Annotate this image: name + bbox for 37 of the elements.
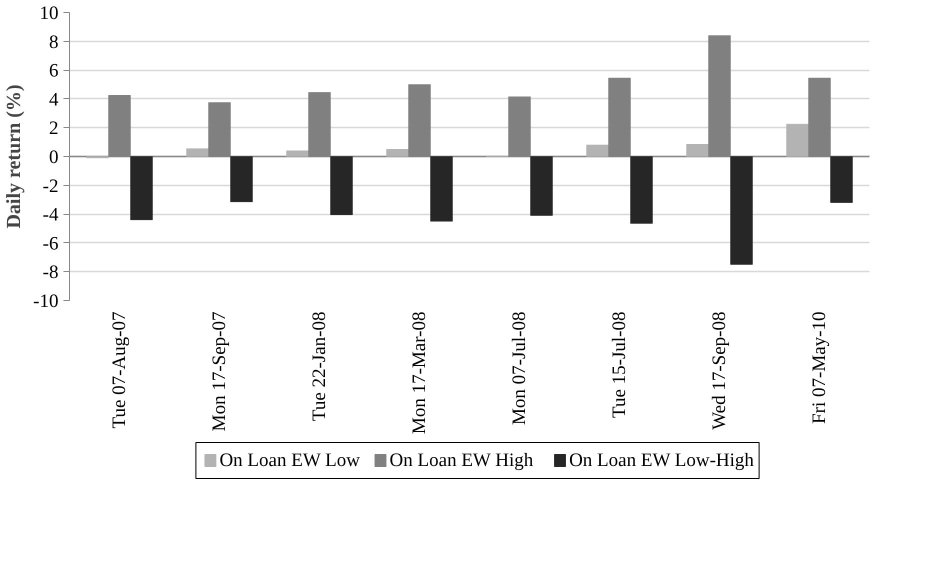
bar [330, 156, 353, 216]
bar [430, 156, 453, 222]
y-tick-label: -10 [33, 291, 58, 312]
x-tick-label: Mon 17-Sep-07 [209, 311, 230, 432]
bar [186, 148, 209, 157]
x-tick-label: Tue 15-Jul-08 [609, 311, 630, 418]
y-tick-label: 4 [49, 89, 59, 110]
bar [130, 156, 153, 220]
bar [386, 149, 409, 157]
legend-label: On Loan EW Low [219, 450, 360, 471]
y-tick-label: 6 [49, 60, 58, 82]
y-tick-label: -6 [42, 233, 58, 254]
y-tick-label: 0 [49, 147, 58, 168]
bar [830, 156, 853, 203]
x-tick-label: Fri 07-May-10 [809, 312, 830, 424]
y-tick-label: 2 [49, 118, 58, 140]
bar [286, 150, 309, 157]
y-tick-label: -2 [42, 176, 58, 197]
y-tick-label: 8 [49, 32, 58, 53]
x-tick-label: Tue 22-Jan-08 [309, 311, 330, 422]
y-tick-label: -8 [42, 262, 58, 284]
x-tick-label: Mon 17-Mar-08 [409, 311, 430, 434]
bar [786, 124, 809, 157]
y-tick-label: 10 [40, 3, 58, 24]
legend-label: On Loan EW High [390, 450, 534, 471]
bar [686, 144, 709, 157]
bar [530, 156, 553, 216]
y-tick-label: -4 [42, 204, 59, 226]
bar [630, 156, 653, 224]
bar [586, 144, 609, 157]
bar [730, 156, 753, 265]
x-tick-label: Wed 17-Sep-08 [709, 312, 730, 430]
bar [230, 156, 253, 202]
x-tick-label: Tue 07-Aug-07 [109, 311, 130, 428]
legend-label: On Loan EW Low-High [569, 450, 754, 471]
y-axis-title: Daily return (%) [3, 84, 26, 229]
x-tick-label: Mon 07-Jul-08 [509, 311, 530, 425]
